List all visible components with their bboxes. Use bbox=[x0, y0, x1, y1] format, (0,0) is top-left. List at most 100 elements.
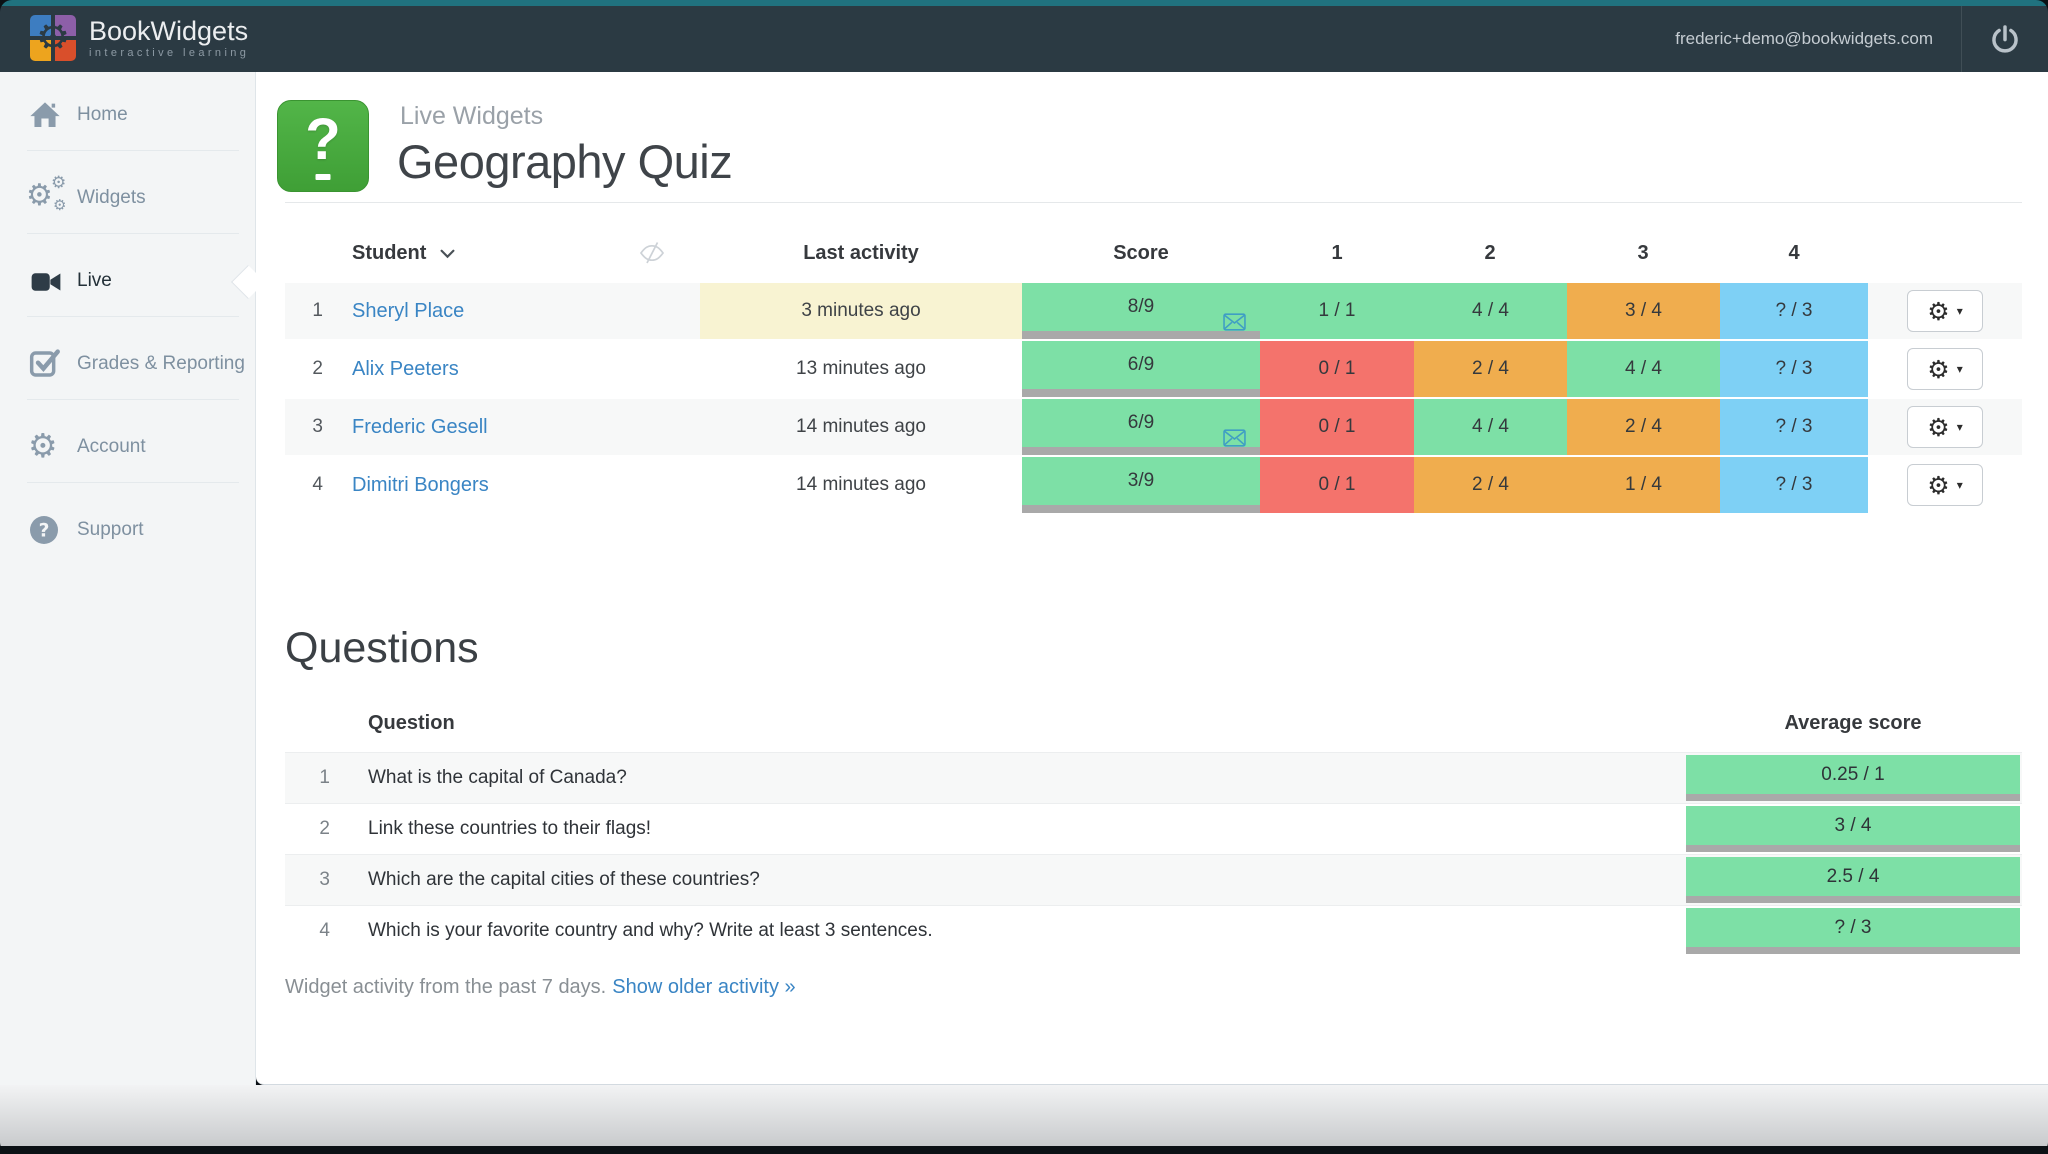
logout-button[interactable] bbox=[1962, 6, 2048, 72]
eye-slash-icon bbox=[639, 242, 665, 264]
student-row-number: 4 bbox=[312, 474, 323, 495]
student-row: 1 Sheryl Place 3 minutes ago 8/9 1 / 1 4… bbox=[285, 283, 2022, 339]
sidebar-separator bbox=[27, 233, 239, 234]
show-older-activity-link[interactable]: Show older activity » bbox=[612, 976, 796, 998]
window-bottom-edge bbox=[0, 1146, 2048, 1154]
column-header-question: Question bbox=[368, 712, 455, 734]
activity-footer-text: Widget activity from the past 7 days. bbox=[285, 976, 607, 998]
column-header-average-score: Average score bbox=[1784, 712, 1922, 734]
average-score-value: ? / 3 bbox=[1834, 917, 1872, 938]
column-header-q2: 2 bbox=[1484, 242, 1496, 264]
question-text: Which are the capital cities of these co… bbox=[368, 869, 760, 890]
question-circle-icon: ? bbox=[28, 511, 68, 549]
question-score-cell-4: ? / 3 bbox=[1720, 399, 1868, 455]
hide-names-toggle[interactable] bbox=[638, 240, 666, 271]
logo-square-blue bbox=[30, 15, 51, 36]
column-header-q4: 4 bbox=[1788, 242, 1800, 264]
question-score-cell-1: 0 / 1 bbox=[1260, 341, 1414, 397]
brand-text: BookWidgets interactive learning bbox=[89, 17, 249, 59]
column-header-q1: 1 bbox=[1331, 242, 1343, 264]
caret-down-icon: ▾ bbox=[1956, 478, 1963, 492]
column-header-last-activity: Last activity bbox=[803, 242, 919, 264]
question-score-cell-4: ? / 3 bbox=[1720, 341, 1868, 397]
student-name-link[interactable]: Frederic Gesell bbox=[352, 416, 488, 438]
brand-tagline: interactive learning bbox=[89, 47, 250, 59]
sidebar-item-label: Grades & Reporting bbox=[77, 353, 245, 374]
student-row-number: 2 bbox=[312, 358, 323, 379]
page-title: Geography Quiz bbox=[397, 135, 733, 188]
student-row-number: 1 bbox=[312, 300, 323, 321]
topbar-divider bbox=[1961, 6, 1962, 72]
score-progress-bar bbox=[1022, 331, 1260, 339]
row-actions-dropdown[interactable]: ⚙ ▾ bbox=[1907, 464, 1983, 506]
question-row: 2 Link these countries to their flags! 3… bbox=[285, 803, 2022, 854]
score-progress-bar bbox=[1022, 389, 1260, 397]
mail-icon[interactable] bbox=[1223, 302, 1246, 350]
average-score-value: 2.5 / 4 bbox=[1826, 866, 1880, 887]
question-score-cell-3: 1 / 4 bbox=[1567, 457, 1720, 513]
last-activity-cell: 14 minutes ago bbox=[796, 474, 926, 495]
sidebar-item-account[interactable]: ⚙ Account bbox=[0, 417, 255, 477]
activity-footer: Widget activity from the past 7 days. Sho… bbox=[285, 976, 796, 999]
student-name-link[interactable]: Sheryl Place bbox=[352, 300, 465, 322]
question-score-cell-2: 2 / 4 bbox=[1414, 457, 1567, 513]
sidebar-item-label: Widgets bbox=[77, 187, 146, 208]
student-row: 4 Dimitri Bongers 14 minutes ago 3/9 0 /… bbox=[285, 457, 2022, 513]
question-row: 1 What is the capital of Canada? 0.25 / … bbox=[285, 752, 2022, 803]
question-text: Which is your favorite country and why? … bbox=[368, 920, 933, 941]
student-name-link[interactable]: Dimitri Bongers bbox=[352, 474, 489, 496]
sidebar-item-support[interactable]: ? Support bbox=[0, 500, 255, 560]
column-header-score: Score bbox=[1113, 242, 1169, 264]
question-text: Link these countries to their flags! bbox=[368, 818, 652, 839]
sidebar-item-home[interactable]: Home bbox=[0, 85, 255, 145]
score-value: 3/9 bbox=[1127, 470, 1155, 491]
sidebar-item-grades-reporting[interactable]: Grades & Reporting bbox=[0, 334, 255, 394]
gears-icon: ⚙ ⚙ ⚙ bbox=[26, 173, 67, 214]
quiz-widget-icon: ? bbox=[277, 100, 369, 192]
questions-heading: Questions bbox=[285, 624, 479, 672]
top-accent-strip bbox=[0, 0, 2048, 6]
score-value: 6/9 bbox=[1127, 354, 1155, 375]
header-divider bbox=[285, 202, 2022, 203]
student-row-number: 3 bbox=[312, 416, 323, 437]
sidebar-separator bbox=[27, 150, 239, 151]
question-score-cell-1: 0 / 1 bbox=[1260, 457, 1414, 513]
question-row: 3 Which are the capital cities of these … bbox=[285, 854, 2022, 905]
average-progress-bar bbox=[1686, 794, 2020, 801]
row-actions-dropdown[interactable]: ⚙ ▾ bbox=[1907, 406, 1983, 448]
logo-square-red bbox=[55, 40, 76, 61]
brand-home-link[interactable]: ⚙ BookWidgets interactive learning bbox=[30, 15, 249, 61]
average-score-cell: 2.5 / 4 bbox=[1686, 857, 2020, 903]
question-lightbulb-icon: ? bbox=[305, 107, 341, 172]
account-email[interactable]: frederic+demo@bookwidgets.com bbox=[1675, 29, 1933, 48]
average-score-cell: 0.25 / 1 bbox=[1686, 755, 2020, 801]
question-row-number: 1 bbox=[319, 767, 330, 788]
sidebar-item-label: Account bbox=[77, 436, 146, 457]
column-header-student[interactable]: Student bbox=[352, 242, 455, 265]
score-value: 6/9 bbox=[1127, 412, 1155, 433]
question-score-cell-4: ? / 3 bbox=[1720, 283, 1868, 339]
question-score-cell-3: 4 / 4 bbox=[1567, 341, 1720, 397]
sidebar: Home ⚙ ⚙ ⚙ Widgets Live Grades & Reporting… bbox=[0, 72, 256, 1085]
mail-icon[interactable] bbox=[1223, 418, 1246, 466]
sidebar-item-live[interactable]: Live bbox=[0, 251, 255, 311]
top-bar: ⚙ BookWidgets interactive learning frede… bbox=[0, 6, 2048, 72]
average-score-value: 3 / 4 bbox=[1834, 815, 1872, 836]
student-name-link[interactable]: Alix Peeters bbox=[352, 358, 459, 380]
chevron-down-icon bbox=[440, 249, 455, 258]
average-score-cell: ? / 3 bbox=[1686, 908, 2020, 954]
gear-icon: ⚙ bbox=[1927, 354, 1950, 384]
question-text: What is the capital of Canada? bbox=[368, 767, 627, 788]
question-row-number: 4 bbox=[319, 920, 330, 941]
logo-gear-cutout: ⚙ bbox=[35, 15, 71, 60]
row-actions-dropdown[interactable]: ⚙ ▾ bbox=[1907, 348, 1983, 390]
question-score-cell-2: 2 / 4 bbox=[1414, 341, 1567, 397]
question-score-cell-1: 1 / 1 bbox=[1260, 283, 1414, 339]
sidebar-item-widgets[interactable]: ⚙ ⚙ ⚙ Widgets bbox=[0, 168, 255, 228]
row-actions-dropdown[interactable]: ⚙ ▾ bbox=[1907, 290, 1983, 332]
question-row-number: 2 bbox=[319, 818, 330, 839]
question-score-cell-4: ? / 3 bbox=[1720, 457, 1868, 513]
question-row: 4 Which is your favorite country and why… bbox=[285, 905, 2022, 956]
gear-icon: ⚙ bbox=[1927, 470, 1950, 500]
average-progress-bar bbox=[1686, 845, 2020, 852]
